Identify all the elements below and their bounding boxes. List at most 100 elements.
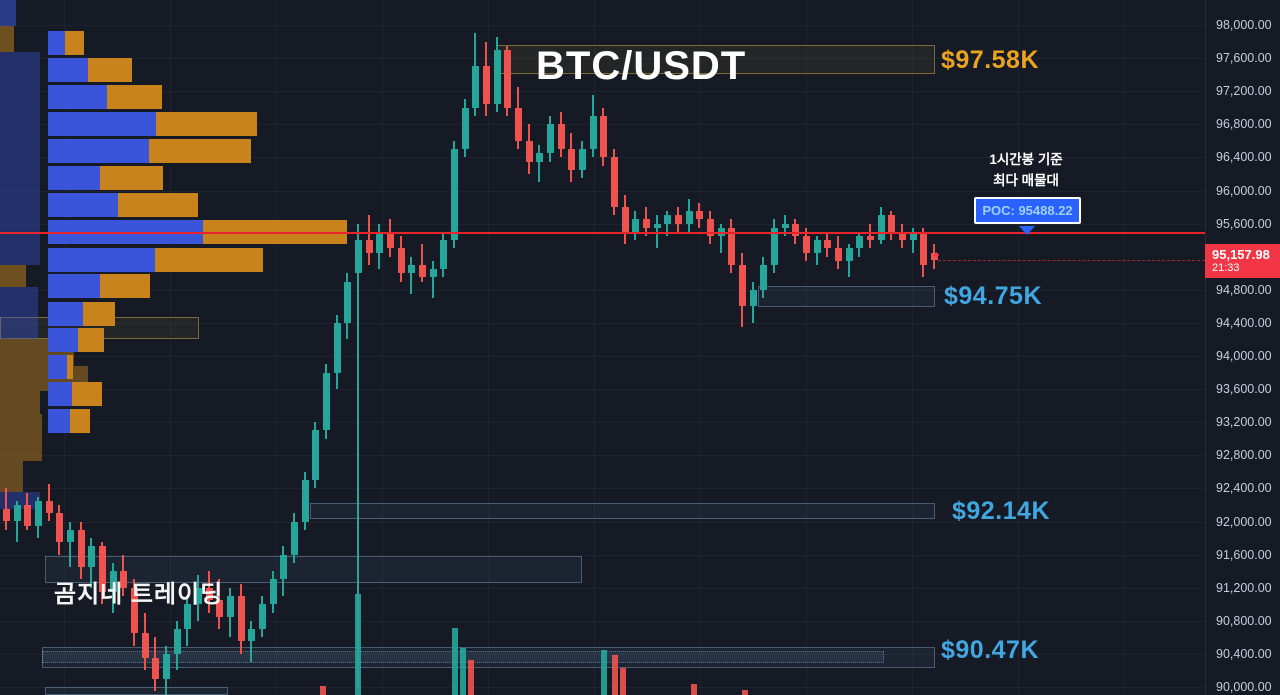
candle-wick: [848, 244, 850, 278]
candle-body: [226, 595, 234, 617]
price-axis-label: 93,200.00: [1216, 415, 1272, 430]
candle-body: [429, 269, 437, 278]
price-axis-label: 92,400.00: [1216, 481, 1272, 496]
volume-profile-bar-sell: [65, 31, 84, 55]
price-zone-box[interactable]: [758, 286, 935, 307]
candle-body: [450, 149, 458, 241]
price-zone-box[interactable]: [497, 45, 935, 74]
horizontal-gridline: [0, 91, 1205, 93]
faded-profile-bar: [0, 0, 16, 26]
price-axis-label: 98,000.00: [1216, 18, 1272, 32]
candle-body: [290, 521, 298, 555]
volume-profile-bar-buy: [48, 248, 155, 272]
current-price-badge: 95,157.98 21:33: [1205, 244, 1280, 279]
level-label[interactable]: $94.75K: [944, 282, 1043, 310]
volume-profile-bar-buy: [48, 355, 67, 379]
candle-body: [205, 587, 213, 601]
volume-profile-bar-buy: [48, 112, 156, 136]
volume-profile-bar-buy: [48, 302, 83, 326]
candle-body: [301, 480, 309, 522]
candle-wick: [250, 620, 252, 663]
candle-body: [34, 500, 42, 526]
candle-wick: [538, 144, 540, 183]
candle-body: [269, 579, 277, 605]
candle-body: [183, 604, 191, 630]
volume-profile-bar-sell: [70, 409, 90, 433]
volume-bar: [468, 660, 474, 695]
volume-profile-bar-sell: [100, 274, 150, 298]
price-axis-label: 90,800.00: [1216, 613, 1272, 628]
faded-profile-bar: [0, 287, 38, 339]
candle-body: [663, 215, 671, 224]
candle-body: [514, 107, 522, 141]
volume-bar: [320, 686, 326, 695]
horizontal-gridline: [0, 25, 1205, 26]
level-label[interactable]: $92.14K: [952, 497, 1051, 525]
price-zone-box[interactable]: [42, 647, 935, 668]
poc-label-text: POC: 95488.22: [982, 203, 1073, 218]
candle-body: [706, 219, 714, 236]
volume-bar: [601, 650, 607, 695]
last-price-marker-icon: +: [933, 250, 940, 262]
level-label[interactable]: $97.58K: [941, 46, 1040, 74]
candle-body: [759, 264, 767, 290]
candle-body: [823, 240, 831, 249]
candle-body: [930, 252, 938, 261]
price-axis-label: 96,800.00: [1216, 117, 1272, 132]
faded-profile-bar: [0, 265, 26, 287]
faded-profile-bar: [0, 492, 40, 509]
candle-body: [845, 248, 853, 261]
candle-body: [258, 604, 266, 630]
level-label[interactable]: $90.47K: [941, 636, 1040, 664]
price-axis-label: 97,200.00: [1216, 84, 1272, 99]
price-zone-box[interactable]: [45, 556, 582, 583]
candle-body: [279, 554, 287, 580]
horizontal-gridline: [0, 223, 1205, 225]
faded-profile-bar: [0, 461, 23, 492]
volume-profile-bar-sell: [156, 112, 257, 136]
candle-body: [546, 124, 554, 154]
price-axis-label: 96,000.00: [1216, 183, 1272, 198]
horizontal-gridline: [0, 58, 1205, 60]
candle-body: [535, 153, 543, 162]
candle-body: [770, 227, 778, 265]
candle-body: [365, 240, 373, 253]
candle-body: [525, 140, 533, 162]
horizontal-gridline: [0, 488, 1205, 490]
candle-wick: [368, 215, 370, 265]
candle-body: [685, 211, 693, 224]
current-price-dashed-line: [938, 260, 1205, 262]
volume-profile-bar-buy: [48, 193, 118, 217]
horizontal-gridline: [0, 554, 1205, 556]
candle-body: [237, 595, 245, 642]
candle-body: [343, 281, 351, 323]
candle-body: [919, 231, 927, 265]
price-axis-label: 97,600.00: [1216, 51, 1272, 66]
candle-body: [397, 248, 405, 274]
candle-body: [578, 149, 586, 170]
volume-profile-bar-sell: [83, 302, 115, 326]
price-zone-box[interactable]: [310, 503, 935, 519]
candle-body: [141, 633, 149, 659]
candle-body: [66, 529, 74, 543]
volume-bar: [620, 668, 626, 695]
volume-profile-bar-sell: [72, 382, 102, 406]
poc-label[interactable]: POC: 95488.22: [974, 197, 1081, 224]
candle-wick: [432, 260, 434, 299]
volume-profile-bar-sell: [118, 193, 198, 217]
candle-body: [45, 500, 53, 514]
candle-body: [653, 223, 661, 228]
volume-bar: [612, 655, 618, 695]
poc-horizontal-line[interactable]: [0, 231, 1205, 234]
volume-profile-bar-buy: [48, 166, 100, 190]
price-axis-label: 95,600.00: [1216, 216, 1272, 231]
horizontal-gridline: [0, 289, 1205, 291]
price-axis-label: 90,400.00: [1216, 646, 1272, 661]
candle-body: [674, 215, 682, 224]
candle-body: [738, 264, 746, 307]
volume-profile-bar-buy: [48, 85, 107, 109]
